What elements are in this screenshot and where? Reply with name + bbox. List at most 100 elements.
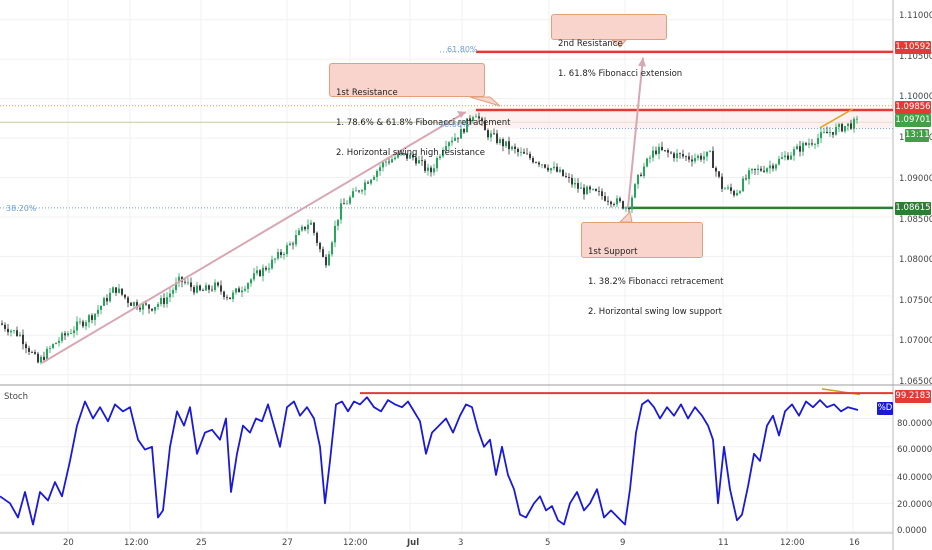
- candle-body: [232, 292, 234, 300]
- candle-body: [388, 161, 390, 163]
- candle-body: [736, 192, 738, 196]
- annotation-title: 1st Support: [588, 247, 638, 257]
- candle-body: [145, 303, 147, 305]
- candle-body: [559, 169, 561, 172]
- y-tick: 1.10500: [899, 52, 932, 62]
- candle-body: [652, 150, 654, 158]
- candle-body: [775, 164, 777, 169]
- candle-body: [625, 207, 627, 209]
- candle-body: [283, 254, 285, 256]
- candle-body: [262, 267, 264, 277]
- candle-body: [595, 188, 597, 191]
- candle-body: [313, 222, 315, 233]
- candle-body: [661, 146, 663, 151]
- candle-body: [508, 141, 510, 150]
- candle-body: [646, 158, 648, 167]
- candle-body: [427, 167, 429, 171]
- candle-body: [229, 297, 231, 300]
- candle-body: [259, 270, 261, 277]
- y-tick: 1.08500: [899, 215, 932, 225]
- candle-body: [298, 230, 300, 236]
- candle-body: [457, 137, 459, 139]
- candle-body: [1, 323, 3, 325]
- candle-body: [67, 333, 69, 336]
- candle-body: [760, 168, 762, 171]
- candle-body: [322, 249, 324, 257]
- candle-body: [808, 143, 810, 145]
- candle-body: [538, 162, 540, 165]
- candle-body: [226, 296, 228, 298]
- x-tick: 5: [545, 538, 551, 548]
- candle-body: [19, 334, 21, 337]
- candle-body: [25, 344, 27, 349]
- candle-body: [691, 159, 693, 162]
- candle-body: [439, 156, 441, 158]
- candle-body: [787, 155, 789, 160]
- candle-body: [514, 146, 516, 149]
- candle-body: [448, 142, 450, 147]
- candle-body: [106, 298, 108, 302]
- candle-body: [469, 118, 471, 121]
- candle-body: [583, 187, 585, 195]
- stoch-value-label: 99.2183: [895, 390, 931, 403]
- extension-arrowhead: [638, 57, 646, 67]
- candle-body: [844, 126, 846, 132]
- fib-label-38-2: 38.20%: [6, 204, 37, 213]
- candle-body: [367, 182, 369, 184]
- candle-body: [526, 153, 528, 155]
- candle-body: [781, 157, 783, 159]
- candle-body: [184, 281, 186, 283]
- candle-body: [565, 176, 567, 178]
- x-tick: 3: [458, 538, 464, 548]
- candle-body: [496, 133, 498, 144]
- candle-body: [124, 294, 126, 298]
- candle-body: [412, 154, 414, 158]
- candle-body: [277, 252, 279, 259]
- stoch-tick: 80.0000: [897, 419, 932, 429]
- candle-body: [400, 153, 402, 155]
- uptrend-arrow: [41, 111, 467, 364]
- candle-body: [757, 168, 759, 170]
- fib-label-61-8: 61.80%: [447, 45, 478, 54]
- candle-body: [394, 157, 396, 160]
- y-tick: 1.08000: [899, 255, 932, 265]
- candle-body: [190, 282, 192, 288]
- candle-body: [199, 285, 201, 291]
- candle-body: [139, 307, 141, 310]
- candle-body: [433, 168, 435, 173]
- candle-body: [70, 333, 72, 334]
- candle-body: [778, 158, 780, 165]
- candle-body: [112, 287, 114, 293]
- candle-body: [331, 242, 333, 255]
- candle-body: [562, 169, 564, 177]
- candle-body: [355, 190, 357, 192]
- annotation-line: 2. Horizontal swing low support: [588, 307, 722, 317]
- candle-body: [373, 176, 375, 180]
- callout-tail: [610, 39, 628, 48]
- candle-body: [358, 190, 360, 192]
- candle-body: [682, 154, 684, 157]
- candle-body: [793, 149, 795, 156]
- candle-body: [79, 321, 81, 323]
- candle-body: [769, 165, 771, 169]
- candle-body: [631, 197, 633, 210]
- candle-body: [478, 116, 480, 119]
- annotation-title: 2nd Resistance: [558, 39, 623, 49]
- y-tick: 1.07000: [899, 336, 932, 346]
- candle-body: [418, 160, 420, 164]
- candle-body: [535, 162, 537, 164]
- candle-body: [121, 288, 123, 295]
- candle-body: [790, 155, 792, 160]
- candle-body: [517, 148, 519, 153]
- candle-body: [823, 131, 825, 133]
- candle-body: [55, 342, 57, 345]
- candle-body: [826, 131, 828, 134]
- candle-body: [451, 140, 453, 143]
- candle-body: [220, 285, 222, 292]
- candle-body: [319, 242, 321, 250]
- candle-body: [241, 290, 243, 293]
- stoch-legend-d: %D: [877, 402, 893, 415]
- candle-body: [403, 153, 405, 155]
- candle-body: [307, 224, 309, 230]
